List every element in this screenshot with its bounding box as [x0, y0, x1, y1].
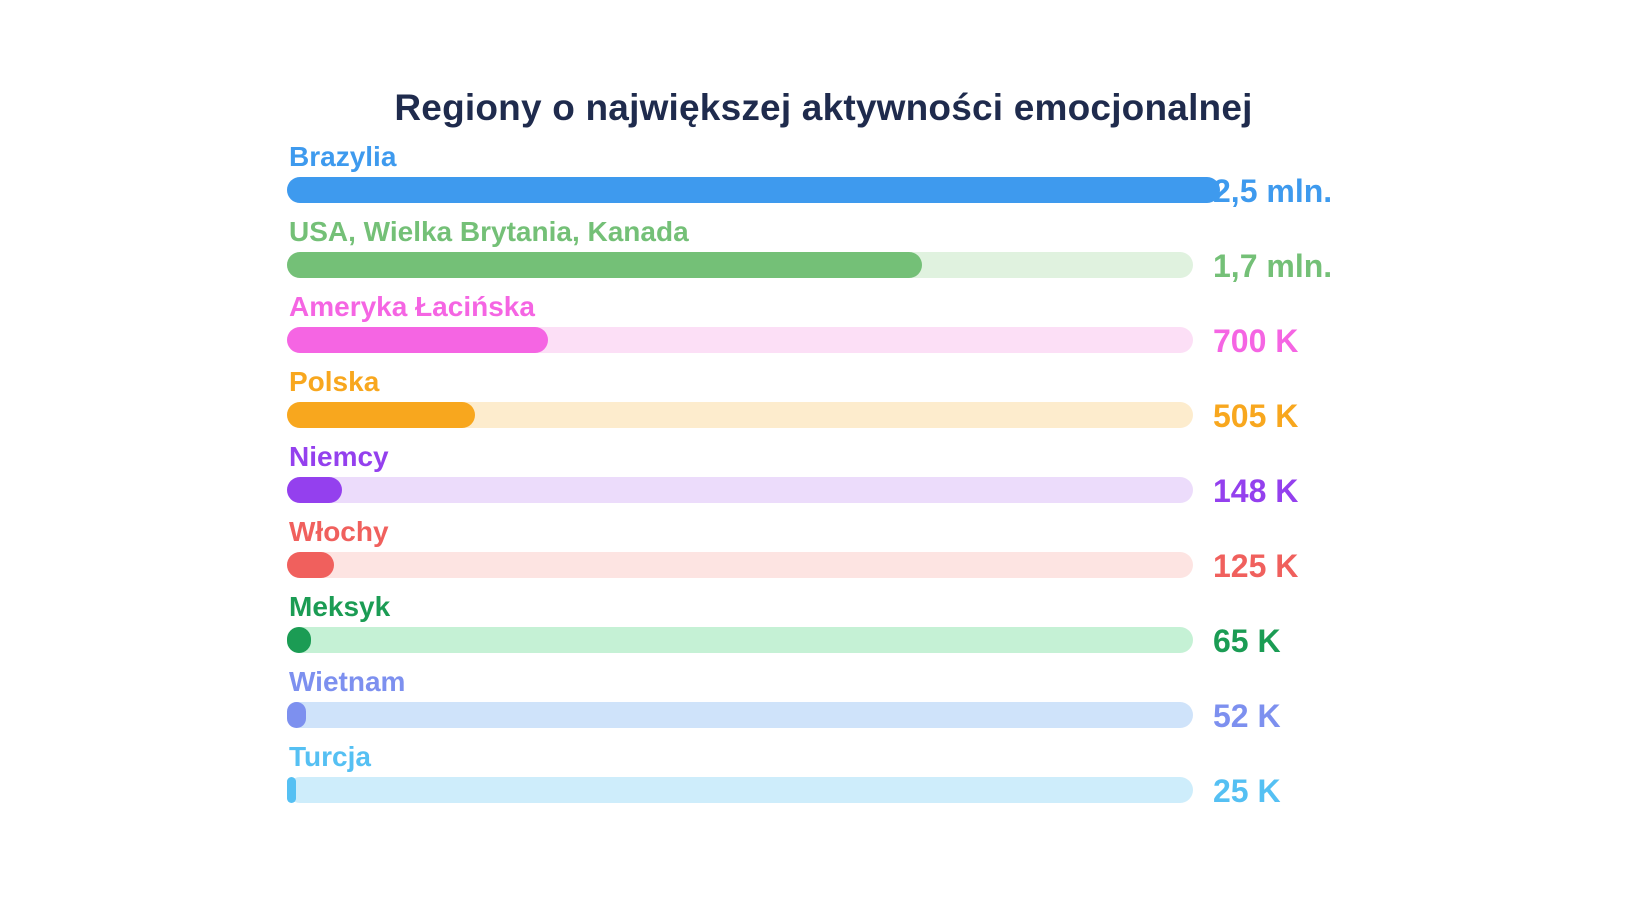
bar-area: 65 K [287, 623, 1407, 659]
bar-area: 125 K [287, 548, 1407, 584]
chart-title: Regiony o największej aktywności emocjon… [394, 86, 1253, 128]
bar-value: 505 K [1213, 397, 1299, 434]
bar-fill [287, 477, 343, 503]
bar-fill [287, 402, 476, 428]
bar-value: 65 K [1213, 622, 1281, 659]
bar-track [287, 702, 1193, 728]
bar-fill [287, 552, 334, 578]
bar-row-turcja: Turcja 25 K [287, 740, 1407, 815]
bar-label: Wietnam [289, 666, 406, 697]
bar-fill [287, 777, 297, 803]
bar-track [287, 777, 1193, 803]
bar-row-brazylia: Brazylia 2,5 mln. [287, 140, 1407, 215]
bar-track [287, 627, 1193, 653]
bar-area: 52 K [287, 698, 1407, 734]
bar-area: 1,7 mln. [287, 248, 1407, 284]
bar-value: 25 K [1213, 772, 1281, 809]
bar-label: Włochy [289, 516, 389, 547]
bar-fill [287, 327, 549, 353]
bar-row-meksyk: Meksyk 65 K [287, 590, 1407, 665]
bar-track [287, 552, 1193, 578]
bar-value: 1,7 mln. [1213, 247, 1333, 284]
bar-area: 2,5 mln. [287, 173, 1407, 209]
bar-chart: Brazylia 2,5 mln. USA, Wielka Brytania, … [287, 140, 1407, 815]
bar-label: Polska [289, 366, 380, 397]
bar-label: Meksyk [289, 591, 391, 622]
bar-row-niemcy: Niemcy 148 K [287, 440, 1407, 515]
bar-row-polska: Polska 505 K [287, 365, 1407, 440]
bar-area: 25 K [287, 773, 1407, 809]
bar-row-ameryka-lacinska: Ameryka Łacińska 700 K [287, 290, 1407, 365]
bar-fill [287, 627, 312, 653]
bar-fill [287, 702, 307, 728]
bar-row-wietnam: Wietnam 52 K [287, 665, 1407, 740]
bar-area: 700 K [287, 323, 1407, 359]
bar-fill [287, 252, 922, 278]
bar-value: 125 K [1213, 547, 1299, 584]
bar-label: Turcja [289, 741, 371, 772]
bar-row-usa-uk-kanada: USA, Wielka Brytania, Kanada 1,7 mln. [287, 215, 1407, 290]
bar-track [287, 477, 1193, 503]
bar-value: 2,5 mln. [1213, 172, 1333, 209]
bar-value: 148 K [1213, 472, 1299, 509]
bar-value: 700 K [1213, 322, 1299, 359]
bar-area: 148 K [287, 473, 1407, 509]
bar-label: Niemcy [289, 441, 389, 472]
bar-label: Brazylia [289, 141, 397, 172]
bar-fill [287, 177, 1221, 203]
bar-label: Ameryka Łacińska [289, 291, 535, 322]
bar-area: 505 K [287, 398, 1407, 434]
bar-row-wlochy: Włochy 125 K [287, 515, 1407, 590]
bar-value: 52 K [1213, 697, 1281, 734]
bar-label: USA, Wielka Brytania, Kanada [289, 216, 689, 247]
